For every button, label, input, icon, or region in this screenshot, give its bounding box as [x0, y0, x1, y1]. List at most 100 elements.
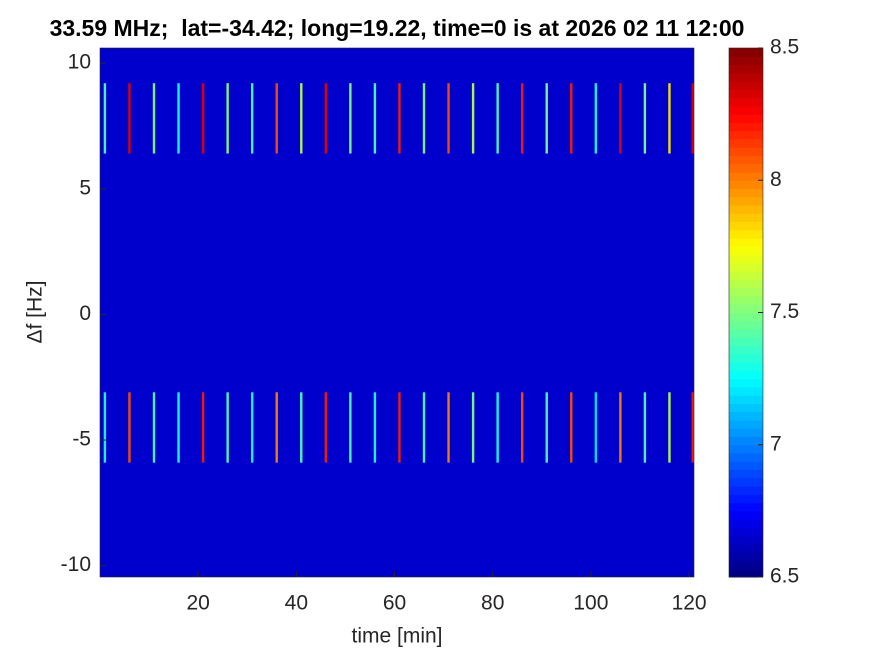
pulse — [471, 392, 475, 463]
pulse — [668, 392, 671, 463]
colorbar-swatch — [729, 89, 763, 99]
y-tick-label: 5 — [79, 176, 91, 199]
y-tick-label: 0 — [79, 302, 91, 325]
colorbar-swatch — [729, 453, 763, 462]
x-tick-label: 60 — [383, 592, 406, 615]
colorbar-swatch — [729, 320, 763, 330]
colorbar-swatch — [729, 444, 763, 454]
colorbar-swatch — [729, 122, 763, 132]
x-tick-label: 100 — [573, 592, 608, 615]
y-tick-label: 10 — [68, 51, 91, 74]
colorbar-swatch — [729, 436, 763, 446]
colorbar-swatch — [729, 105, 763, 115]
pulse — [422, 83, 426, 154]
colorbar-swatch — [729, 378, 763, 388]
colorbar-swatch — [729, 229, 763, 239]
colorbar-swatch — [729, 205, 763, 214]
colorbar-swatch — [729, 56, 763, 66]
pulse — [226, 83, 229, 154]
colorbar-swatch — [729, 246, 763, 256]
colorbar-swatch — [729, 171, 763, 181]
pulse — [496, 392, 499, 463]
pulse — [324, 392, 328, 463]
pulse — [349, 392, 352, 463]
pulse — [250, 83, 254, 154]
pulse — [349, 83, 352, 154]
colorbar-swatch — [729, 519, 763, 528]
pulse — [250, 392, 254, 463]
colorbar-swatch — [729, 254, 763, 264]
pulse — [373, 392, 377, 463]
pulse — [471, 83, 475, 154]
pulse — [691, 83, 694, 154]
colorbar-swatch — [729, 527, 763, 537]
colorbar-swatch — [729, 535, 763, 545]
pulse — [447, 392, 450, 463]
colorbar-swatch — [729, 329, 763, 338]
colorbar-swatch — [729, 469, 763, 479]
pulse — [128, 83, 131, 154]
pulse — [324, 83, 328, 154]
colorbar-tick-label: 8 — [770, 168, 782, 191]
colorbar-swatch — [729, 271, 763, 280]
y-tick-label: -10 — [61, 553, 91, 576]
pulse — [594, 83, 598, 154]
colorbar-swatch — [729, 180, 763, 190]
colorbar-swatch — [729, 353, 763, 363]
x-tick-label: 120 — [672, 592, 707, 615]
colorbar-swatch — [729, 295, 763, 305]
pulse — [103, 83, 107, 154]
x-tick-label: 80 — [481, 592, 504, 615]
colorbar-swatch — [729, 304, 763, 313]
colorbar-swatch — [729, 411, 763, 421]
colorbar-swatch — [729, 477, 763, 487]
colorbar-swatch — [729, 494, 763, 504]
pulse — [643, 392, 647, 463]
colorbar-swatch — [729, 362, 763, 371]
colorbar-swatch — [729, 370, 763, 380]
colorbar-swatch — [729, 345, 763, 355]
heatmap-background — [100, 48, 694, 577]
colorbar-swatch — [729, 568, 763, 578]
colorbar-swatch — [729, 287, 763, 297]
colorbar-swatch — [729, 502, 763, 512]
colorbar-swatch — [729, 72, 763, 82]
colorbar-swatch — [729, 279, 763, 289]
pulse — [570, 392, 573, 463]
colorbar-swatch — [729, 147, 763, 156]
plot-frame — [99, 47, 695, 578]
colorbar-swatch — [729, 510, 763, 520]
colorbar-swatch — [729, 163, 763, 173]
colorbar-swatch — [729, 188, 763, 198]
pulse — [447, 83, 450, 154]
pulse — [520, 83, 524, 154]
colorbar-swatch — [729, 114, 763, 123]
pulse — [177, 83, 180, 154]
pulse — [177, 392, 180, 463]
colorbar-swatch — [729, 48, 763, 57]
pulse — [128, 392, 131, 463]
pulse — [520, 392, 524, 463]
x-tick-label: 20 — [187, 592, 210, 615]
colorbar-swatch — [729, 428, 763, 437]
pulse — [201, 392, 205, 463]
colorbar-swatch — [729, 138, 763, 148]
chart-title: 33.59 MHz; lat=-34.42; long=19.22, time=… — [50, 15, 745, 41]
colorbar-swatch — [729, 337, 763, 347]
colorbar-swatch — [729, 403, 763, 413]
colorbar-swatch — [729, 386, 763, 396]
colorbar-tick-label: 7 — [770, 432, 782, 455]
colorbar-swatch — [729, 419, 763, 429]
pulse — [275, 392, 278, 463]
pulse — [201, 83, 205, 154]
colorbar-tick-label: 6.5 — [770, 565, 799, 588]
colorbar-tick-label: 7.5 — [770, 300, 799, 323]
pulse — [152, 392, 156, 463]
colorbar-swatch — [729, 486, 763, 495]
pulse — [226, 392, 229, 463]
colorbar-swatch — [729, 312, 763, 322]
pulse — [668, 83, 671, 154]
x-axis-label: time [min] — [351, 625, 442, 648]
colorbar-swatch — [729, 543, 763, 553]
